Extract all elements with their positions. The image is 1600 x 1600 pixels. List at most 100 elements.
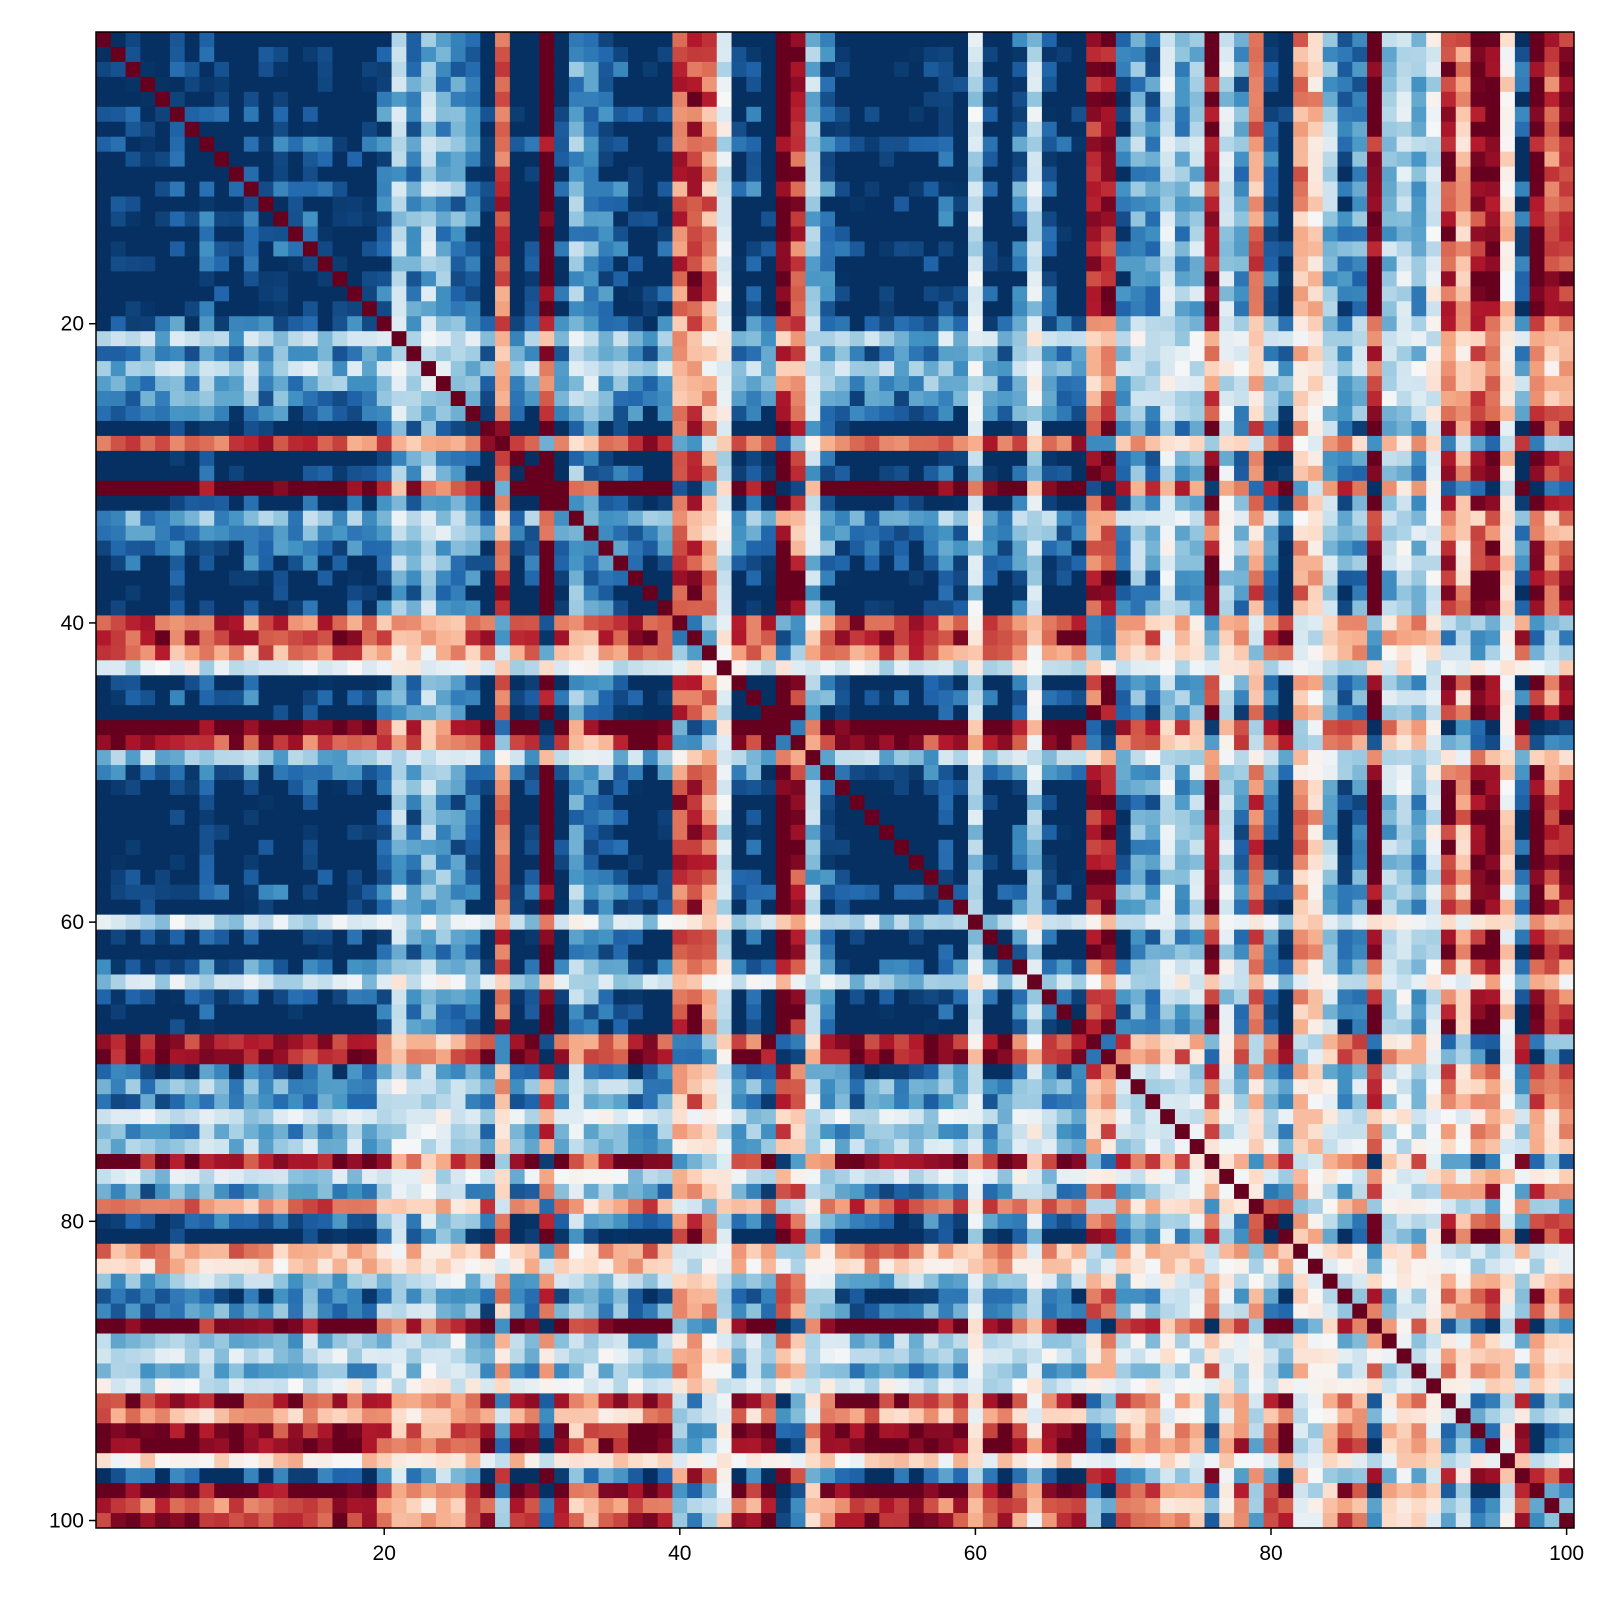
heatmap-cell bbox=[1471, 571, 1486, 586]
heatmap-cell bbox=[702, 346, 717, 361]
heatmap-cell bbox=[569, 765, 584, 780]
heatmap-cell bbox=[214, 167, 229, 182]
heatmap-cell bbox=[1441, 92, 1456, 107]
heatmap-cell bbox=[1160, 271, 1175, 286]
heatmap-cell bbox=[288, 556, 303, 571]
heatmap-cell bbox=[185, 556, 200, 571]
heatmap-cell bbox=[1441, 271, 1456, 286]
heatmap-cell bbox=[495, 526, 510, 541]
heatmap-cell bbox=[140, 361, 155, 376]
heatmap-cell bbox=[1456, 376, 1471, 391]
heatmap-cell bbox=[1042, 92, 1057, 107]
heatmap-cell bbox=[466, 765, 481, 780]
heatmap-cell bbox=[510, 436, 525, 451]
heatmap-cell bbox=[1382, 436, 1397, 451]
heatmap-cell bbox=[1485, 301, 1500, 316]
heatmap-cell bbox=[850, 615, 865, 630]
heatmap-cell bbox=[466, 32, 481, 47]
heatmap-cell bbox=[938, 765, 953, 780]
heatmap-cell bbox=[1086, 271, 1101, 286]
heatmap-cell bbox=[1500, 630, 1515, 645]
heatmap-cell bbox=[938, 630, 953, 645]
heatmap-cell bbox=[318, 197, 333, 212]
heatmap-cell bbox=[1544, 182, 1559, 197]
heatmap-cell bbox=[1249, 92, 1264, 107]
heatmap-cell bbox=[1012, 436, 1027, 451]
heatmap-cell bbox=[643, 152, 658, 167]
heatmap-cell bbox=[1278, 630, 1293, 645]
heatmap-cell bbox=[392, 316, 407, 331]
heatmap-cell bbox=[613, 541, 628, 556]
heatmap-cell bbox=[303, 182, 318, 197]
heatmap-cell bbox=[96, 765, 111, 780]
heatmap-cell bbox=[273, 47, 288, 62]
heatmap-cell bbox=[1249, 765, 1264, 780]
heatmap-cell bbox=[229, 346, 244, 361]
heatmap-cell bbox=[1397, 720, 1412, 735]
heatmap-cell bbox=[879, 122, 894, 137]
heatmap-cell bbox=[525, 271, 540, 286]
heatmap-cell bbox=[1485, 735, 1500, 750]
heatmap-cell bbox=[1411, 705, 1426, 720]
heatmap-cell bbox=[451, 690, 466, 705]
heatmap-cell bbox=[259, 331, 274, 346]
heatmap-cell bbox=[1308, 92, 1323, 107]
heatmap-cell bbox=[761, 675, 776, 690]
heatmap-cell bbox=[510, 376, 525, 391]
heatmap-cell bbox=[835, 556, 850, 571]
heatmap-cell bbox=[1308, 571, 1323, 586]
heatmap-cell bbox=[569, 600, 584, 615]
heatmap-cell bbox=[451, 750, 466, 765]
heatmap-cell bbox=[229, 720, 244, 735]
heatmap-cell bbox=[170, 256, 185, 271]
heatmap-cell bbox=[938, 167, 953, 182]
heatmap-cell bbox=[406, 421, 421, 436]
heatmap-cell bbox=[155, 750, 170, 765]
heatmap-cell bbox=[820, 346, 835, 361]
heatmap-cell bbox=[1426, 660, 1441, 675]
heatmap-cell bbox=[894, 301, 909, 316]
heatmap-cell bbox=[332, 226, 347, 241]
heatmap-cell bbox=[599, 630, 614, 645]
heatmap-cell bbox=[599, 705, 614, 720]
heatmap-cell bbox=[702, 256, 717, 271]
heatmap-cell bbox=[288, 226, 303, 241]
heatmap-cell bbox=[968, 541, 983, 556]
heatmap-cell bbox=[480, 107, 495, 122]
heatmap-cell bbox=[126, 630, 141, 645]
heatmap-cell bbox=[126, 271, 141, 286]
heatmap-cell bbox=[214, 197, 229, 212]
heatmap-cell bbox=[1057, 62, 1072, 77]
heatmap-cell bbox=[702, 406, 717, 421]
heatmap-cell bbox=[1071, 346, 1086, 361]
heatmap-cell bbox=[1382, 376, 1397, 391]
heatmap-cell bbox=[1382, 152, 1397, 167]
heatmap-cell bbox=[746, 197, 761, 212]
heatmap-cell bbox=[1530, 466, 1545, 481]
heatmap-cell bbox=[1175, 735, 1190, 750]
heatmap-cell bbox=[1456, 765, 1471, 780]
heatmap-cell bbox=[421, 182, 436, 197]
heatmap-cell bbox=[998, 137, 1013, 152]
heatmap-cell bbox=[599, 735, 614, 750]
heatmap-cell bbox=[377, 346, 392, 361]
heatmap-cell bbox=[421, 600, 436, 615]
heatmap-cell bbox=[584, 32, 599, 47]
heatmap-cell bbox=[185, 496, 200, 511]
heatmap-cell bbox=[347, 735, 362, 750]
heatmap-cell bbox=[185, 615, 200, 630]
heatmap-cell bbox=[111, 645, 126, 660]
heatmap-cell bbox=[1071, 690, 1086, 705]
heatmap-cell bbox=[318, 720, 333, 735]
heatmap-cell bbox=[1397, 92, 1412, 107]
heatmap-cell bbox=[436, 271, 451, 286]
heatmap-cell bbox=[1456, 750, 1471, 765]
heatmap-cell bbox=[303, 212, 318, 227]
heatmap-cell bbox=[480, 92, 495, 107]
heatmap-cell bbox=[170, 361, 185, 376]
heatmap-cell bbox=[96, 556, 111, 571]
heatmap-cell bbox=[480, 271, 495, 286]
heatmap-cell bbox=[672, 241, 687, 256]
heatmap-cell bbox=[259, 167, 274, 182]
heatmap-cell bbox=[983, 690, 998, 705]
